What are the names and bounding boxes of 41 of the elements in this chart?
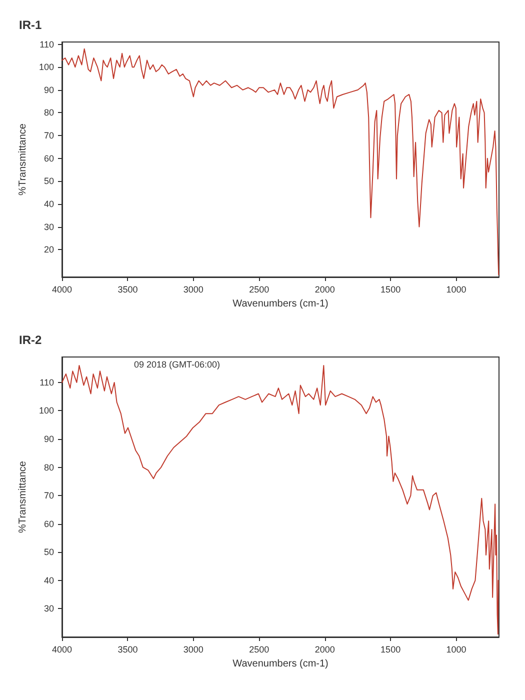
chart-title: IR-1 [19,18,42,32]
y-tick-label: 90 [44,434,54,444]
y-tick-label: 80 [44,462,54,472]
x-tick-label: 2000 [314,284,335,294]
y-tick-label: 110 [40,39,54,50]
y-tick-label: 80 [44,108,54,118]
y-tick-label: 20 [44,244,54,255]
x-tick-label: 3500 [118,284,138,294]
y-tick-label: 40 [44,198,54,209]
y-tick-label: 30 [44,222,54,232]
y-axis-title: %Transmittance [18,123,29,196]
y-tick-label: 30 [44,604,54,614]
x-tick-label: 1500 [380,644,401,654]
x-tick-label: 2500 [249,284,270,294]
y-tick-label: 50 [44,176,54,186]
y-tick-label: 100 [38,406,54,416]
chart-title: IR-2 [19,333,42,347]
y-axis-title: %Transmittance [18,460,29,533]
y-tick-label: 60 [44,518,54,529]
y-tick-label: 100 [38,62,54,72]
annotation: 09 2018 (GMT-06:00) [134,360,220,370]
y-tick-label: 50 [44,547,54,558]
y-tick-label: 110 [40,377,54,388]
x-tick-label: 1500 [380,284,401,294]
y-tick-label: 70 [44,490,54,501]
x-tick-label: 1000 [446,284,466,294]
y-tick-label: 90 [44,84,54,95]
x-tick-label: 4000 [52,284,72,294]
x-tick-label: 1000 [446,644,466,654]
x-axis-title: Wavenumbers (cm-1) [232,298,328,310]
line-series [62,48,500,276]
y-tick-label: 70 [44,130,54,141]
x-tick-label: 3500 [118,644,138,654]
x-tick-label: 2500 [249,644,270,654]
x-tick-label: 2000 [314,644,335,654]
x-tick-label: 3000 [183,644,204,654]
x-axis-title: Wavenumbers (cm-1) [232,658,328,670]
y-tick-label: 40 [44,575,54,586]
y-tick-label: 60 [44,153,54,164]
x-tick-label: 3000 [183,284,204,294]
x-tick-label: 4000 [52,644,72,654]
